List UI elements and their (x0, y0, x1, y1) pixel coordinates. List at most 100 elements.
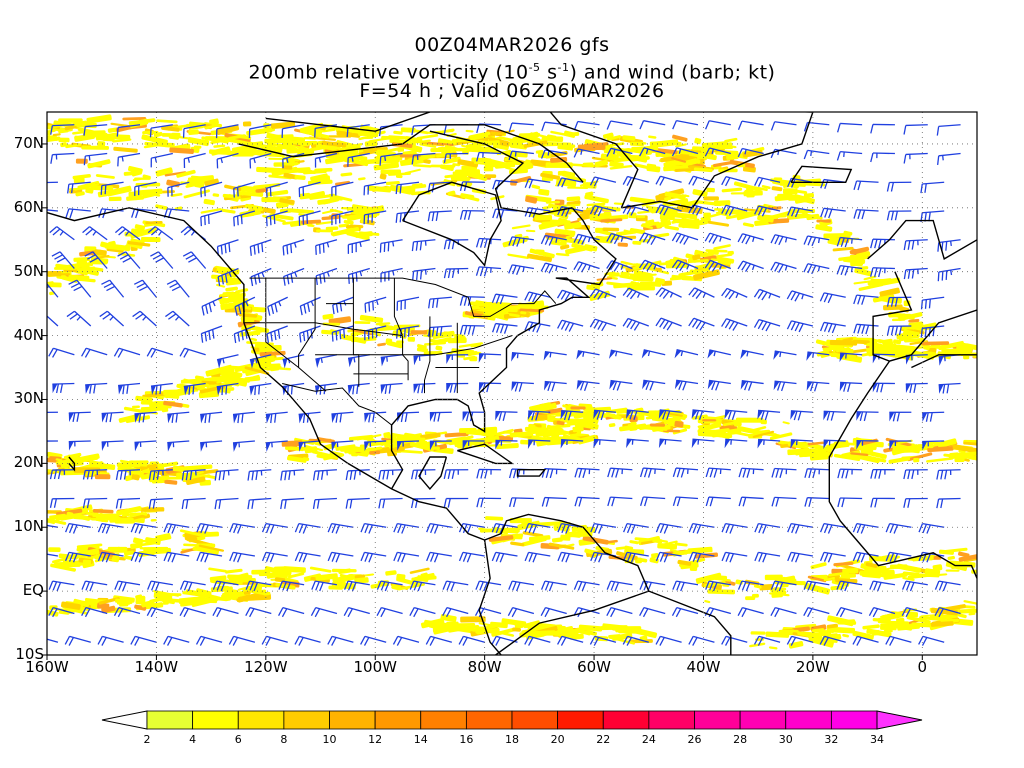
vorticity-patch (114, 517, 134, 524)
vorticity-patch (647, 208, 664, 213)
wind-barb (576, 350, 600, 360)
wind-barb (195, 635, 223, 646)
vorticity-patch (777, 193, 793, 200)
vorticity-patch (129, 512, 142, 517)
vorticity-patch (244, 366, 270, 375)
vorticity-patch (442, 156, 461, 165)
vorticity-patch (800, 182, 826, 187)
wind-barb (410, 469, 436, 480)
vorticity-patch (191, 600, 205, 605)
wind-barb (804, 468, 830, 479)
vorticity-patch (600, 218, 623, 223)
vorticity-patch (473, 161, 494, 166)
wind-barb (146, 606, 173, 618)
vorticity-patch (196, 540, 204, 544)
vorticity-patch (537, 151, 551, 159)
wind-barb (853, 323, 879, 335)
vorticity-patch (343, 219, 354, 225)
vorticity-patch (351, 208, 379, 213)
wind-barb (737, 606, 764, 618)
vorticity-patch (131, 473, 140, 481)
vorticity-patch (381, 135, 400, 140)
vorticity-patch (565, 234, 575, 239)
vorticity-patch (748, 426, 767, 433)
vorticity-patch (816, 219, 831, 223)
vorticity-patch (97, 190, 109, 198)
wind-barb (903, 497, 928, 508)
wind-barb (903, 239, 928, 251)
vorticity-patch (92, 185, 114, 191)
vorticity-patch (172, 465, 188, 473)
wind-barb (114, 580, 141, 592)
vorticity-patch (225, 366, 235, 373)
vorticity-patch (380, 169, 401, 175)
vorticity-patch (170, 192, 183, 197)
vorticity-patch (704, 600, 711, 604)
vorticity-patch (793, 194, 815, 205)
vorticity-patch (712, 160, 733, 168)
wind-barb (770, 148, 797, 159)
wind-barb (738, 496, 764, 507)
vorticity-patch (531, 184, 541, 190)
vorticity-patch (194, 181, 205, 189)
vorticity-patch (385, 570, 397, 576)
vorticity-patch (108, 240, 116, 247)
vorticity-patch (692, 254, 701, 261)
vorticity-patch (65, 143, 82, 149)
vorticity-patch (338, 150, 359, 157)
wind-barb (347, 267, 370, 284)
vorticity-patch (674, 420, 684, 428)
vorticity-patch (430, 147, 443, 153)
vorticity-patch (200, 208, 222, 214)
vorticity-patch (231, 150, 254, 157)
vorticity-patch (392, 437, 409, 443)
vorticity-patch (66, 511, 74, 517)
vorticity-patch (304, 446, 318, 454)
wind-barb (672, 119, 699, 130)
wind-barb (721, 635, 748, 646)
wind-barb (117, 152, 141, 167)
wind-barb (48, 580, 75, 592)
vorticity-patch (663, 159, 685, 168)
vorticity-patch (782, 421, 790, 425)
wind-barb (99, 310, 125, 327)
vorticity-patch (693, 269, 720, 281)
vorticity-patch (711, 430, 731, 439)
vorticity-patch (63, 452, 82, 460)
vorticity-patch (554, 228, 576, 236)
wind-barb (889, 411, 912, 422)
vorticity-patch (396, 573, 406, 581)
wind-barb (282, 382, 305, 396)
wind-barb (803, 606, 830, 618)
wind-barb (267, 296, 288, 316)
vorticity-patch (150, 518, 157, 522)
vorticity-patch (50, 273, 71, 276)
vorticity-patch (513, 533, 524, 538)
vorticity-patch (376, 149, 390, 156)
vorticity-patch (246, 341, 274, 346)
vorticity-patch (246, 127, 273, 136)
wind-barb (804, 497, 830, 507)
vorticity-patch (541, 136, 564, 142)
colorbar-level-label: 8 (280, 733, 288, 746)
vorticity-patch (752, 430, 775, 438)
vorticity-patch (620, 260, 642, 268)
vorticity-patch (608, 423, 616, 428)
vorticity-patch (309, 144, 332, 152)
vorticity-patch (47, 130, 51, 136)
vorticity-patch (351, 453, 358, 457)
wind-barb (458, 551, 485, 563)
vorticity-patch (55, 458, 63, 462)
colorbar-over-arrow (876, 710, 923, 730)
wind-barb (442, 580, 469, 592)
wind-barb (360, 522, 387, 534)
vorticity-patch (461, 428, 481, 435)
vorticity-patch (749, 642, 766, 648)
wind-barb (509, 497, 534, 508)
wind-barb (47, 315, 59, 327)
wind-barb (608, 349, 633, 359)
vorticity-patch (148, 463, 159, 472)
vorticity-patch (535, 249, 545, 255)
vorticity-patch (140, 511, 148, 516)
